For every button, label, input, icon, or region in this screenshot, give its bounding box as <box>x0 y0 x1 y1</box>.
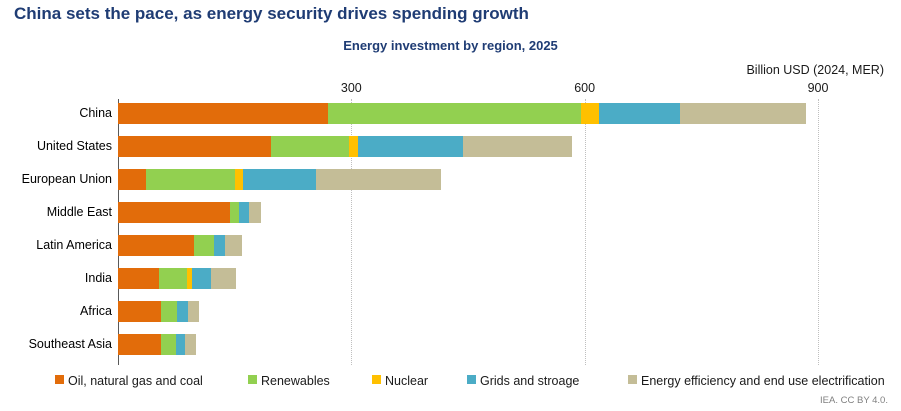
legend-item: Oil, natural gas and coal <box>55 372 203 388</box>
chart-subtitle: Energy investment by region, 2025 <box>343 38 558 53</box>
bar-segment <box>349 136 359 157</box>
bar-segment <box>316 169 441 190</box>
bar-segment <box>230 202 240 223</box>
category-label: Africa <box>80 303 112 318</box>
x-tick-label: 600 <box>574 81 596 95</box>
bar-segment <box>175 334 185 355</box>
legend-item: Nuclear <box>372 372 429 388</box>
category-label: European Union <box>21 171 112 186</box>
y-axis-line <box>118 99 119 365</box>
legend-item: Grids and stroage <box>467 372 580 388</box>
x-tick-label: 300 <box>340 81 362 95</box>
bar-segment <box>463 136 573 157</box>
legend-item: Energy efficiency and end use electrific… <box>628 372 885 388</box>
bar-segment <box>159 268 188 289</box>
legend-swatch <box>372 375 381 385</box>
legend-label: Grids and stroage <box>480 373 580 388</box>
bar-segment <box>188 301 199 322</box>
bar-segment <box>118 136 272 157</box>
bar-segment <box>118 103 328 124</box>
bar-segment <box>118 202 230 223</box>
legend-label: Renewables <box>261 373 330 388</box>
legend-label: Nuclear <box>385 373 429 388</box>
category-label: China <box>79 105 112 120</box>
bar-segment <box>358 136 464 157</box>
attribution-text: IEA. CC BY 4.0. <box>820 395 888 406</box>
legend-swatch <box>55 375 64 385</box>
legend-label: Energy efficiency and end use electrific… <box>641 373 885 388</box>
legend-swatch <box>248 375 257 385</box>
bar-segment <box>118 235 195 256</box>
category-label: India <box>84 270 112 285</box>
axis-unit-label: Billion USD (2024, MER) <box>746 63 884 77</box>
category-label: Southeast Asia <box>28 336 112 351</box>
bar-segment <box>191 268 211 289</box>
category-label: Middle East <box>46 204 112 219</box>
gridline-900 <box>818 99 819 365</box>
gridline-300 <box>351 99 353 365</box>
bar-segment <box>243 169 317 190</box>
bar-segment <box>210 268 237 289</box>
bar-segment <box>328 103 581 124</box>
legend-label: Oil, natural gas and coal <box>68 373 203 388</box>
x-tick-label: 900 <box>807 81 829 95</box>
gridline-600 <box>584 99 586 365</box>
bar-segment <box>118 268 160 289</box>
bar-segment <box>184 334 196 355</box>
bar-segment <box>118 169 146 190</box>
bar-segment <box>249 202 262 223</box>
bar-segment <box>160 301 178 322</box>
legend-item: Renewables <box>248 372 330 388</box>
category-label: Latin America <box>36 237 112 252</box>
bar-segment <box>160 334 176 355</box>
bar-segment <box>194 235 215 256</box>
page-title: China sets the pace, as energy security … <box>14 4 529 23</box>
bar-segment <box>580 103 599 124</box>
bar-segment <box>177 301 188 322</box>
bar-segment <box>680 103 807 124</box>
bar-segment <box>187 268 192 289</box>
bar-segment <box>224 235 243 256</box>
bar-segment <box>271 136 349 157</box>
bar-segment <box>235 169 244 190</box>
bar-segment <box>239 202 250 223</box>
bar-segment <box>214 235 225 256</box>
bar-segment <box>118 334 161 355</box>
category-label: United States <box>36 138 112 153</box>
legend-swatch <box>628 375 637 385</box>
legend-swatch <box>467 375 476 385</box>
bar-segment <box>118 301 161 322</box>
bar-segment <box>146 169 236 190</box>
bar-segment <box>598 103 681 124</box>
